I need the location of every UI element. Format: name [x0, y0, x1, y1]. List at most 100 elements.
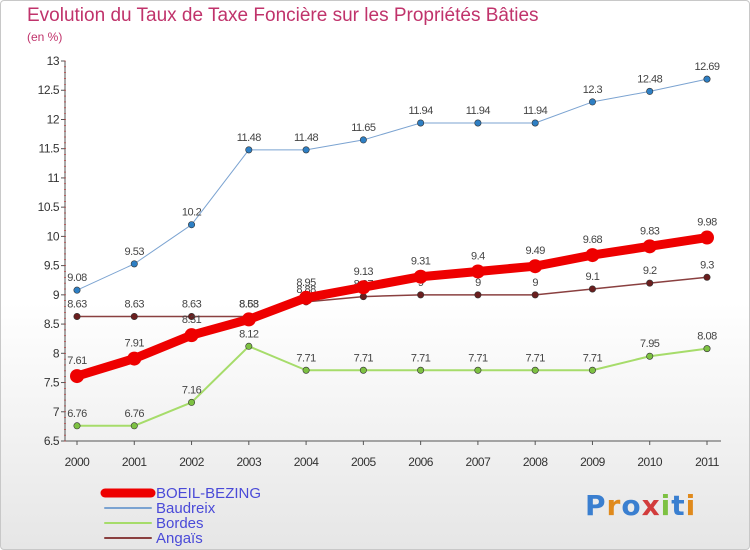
data-point-baudreix — [130, 260, 138, 268]
y-tick-label: 13 — [47, 54, 60, 68]
series-line-bordes — [76, 345, 708, 427]
x-tick-label: 2008 — [523, 455, 549, 469]
data-point-baudreix — [359, 136, 367, 144]
x-tick-label: 2010 — [637, 455, 663, 469]
legend-label-anga-s: Angaïs — [156, 530, 203, 547]
x-tick-label: 2000 — [65, 455, 91, 469]
series-line-boeil-bezing — [72, 233, 712, 381]
data-point-boeil-bezing — [299, 290, 314, 305]
data-point-anga-s — [417, 291, 425, 299]
data-label-baudreix: 11.48 — [294, 132, 319, 144]
data-label-bordes: 6.76 — [67, 408, 87, 420]
data-label-boeil-bezing: 9.83 — [640, 225, 660, 237]
data-label-boeil-bezing: 8.58 — [239, 298, 259, 310]
data-label-boeil-bezing: 7.91 — [125, 338, 145, 350]
data-point-boeil-bezing — [470, 264, 485, 279]
data-label-bordes: 7.71 — [354, 352, 374, 364]
data-point-baudreix — [245, 146, 253, 154]
data-label-bordes: 7.71 — [411, 352, 431, 364]
data-point-bordes — [188, 398, 196, 406]
data-point-baudreix — [417, 119, 425, 127]
proxiti-logo: Proxiti — [585, 489, 696, 522]
data-point-baudreix — [188, 221, 196, 229]
data-point-boeil-bezing — [642, 239, 657, 254]
data-point-anga-s — [474, 291, 482, 299]
data-label-boeil-bezing: 8.95 — [296, 277, 316, 289]
data-label-baudreix: 9.08 — [67, 272, 87, 284]
logo-letter: t — [671, 489, 686, 522]
data-point-bordes — [646, 352, 654, 360]
data-label-anga-s: 8.63 — [125, 298, 145, 310]
data-label-baudreix: 11.65 — [351, 122, 376, 134]
data-label-baudreix: 11.94 — [523, 105, 548, 117]
y-tick-label: 12.5 — [38, 83, 60, 97]
data-point-boeil-bezing — [184, 328, 199, 343]
data-label-baudreix: 12.69 — [694, 61, 719, 73]
data-label-anga-s: 8.63 — [182, 298, 202, 310]
x-tick-label: 2007 — [466, 455, 492, 469]
chart-subtitle: (en %) — [27, 30, 63, 44]
x-tick-label: 2003 — [236, 455, 262, 469]
data-label-anga-s: 9 — [532, 277, 538, 289]
data-point-bordes — [417, 366, 425, 374]
data-label-bordes: 6.76 — [125, 408, 145, 420]
data-point-anga-s — [646, 279, 654, 287]
data-point-boeil-bezing — [127, 351, 142, 366]
data-point-anga-s — [588, 285, 596, 293]
data-label-bordes: 8.12 — [239, 328, 259, 340]
logo-letter: x — [641, 489, 661, 522]
series-line-baudreix — [76, 78, 708, 291]
data-point-anga-s — [531, 291, 539, 299]
data-point-baudreix — [531, 119, 539, 127]
data-point-bordes — [73, 422, 81, 430]
logo-letter: P — [585, 489, 607, 522]
legend-label-bordes: Bordes — [156, 515, 204, 532]
data-label-boeil-bezing: 9.31 — [411, 256, 431, 268]
data-label-baudreix: 11.94 — [409, 105, 434, 117]
data-point-boeil-bezing — [528, 259, 543, 274]
data-point-bordes — [302, 366, 310, 374]
data-label-bordes: 7.16 — [182, 384, 202, 396]
data-point-baudreix — [302, 146, 310, 154]
x-tick-label: 2005 — [351, 455, 377, 469]
y-tick-label: 9.5 — [44, 259, 60, 273]
data-label-bordes: 8.08 — [697, 331, 717, 343]
x-tick-label: 2006 — [408, 455, 434, 469]
y-tick-label: 7 — [53, 405, 60, 419]
data-label-boeil-bezing: 9.13 — [354, 266, 374, 278]
y-tick-label: 11 — [48, 171, 60, 185]
data-point-baudreix — [73, 286, 81, 294]
data-label-anga-s: 9.3 — [700, 259, 714, 271]
data-point-bordes — [703, 345, 711, 353]
data-label-baudreix: 9.53 — [125, 246, 145, 258]
data-label-anga-s: 8.63 — [239, 298, 259, 310]
logo-letter: r — [606, 489, 622, 522]
y-tick-label: 9 — [53, 288, 60, 302]
data-point-boeil-bezing — [356, 280, 371, 295]
series-line-anga-s — [76, 276, 708, 318]
data-point-anga-s — [188, 312, 196, 320]
x-tick-label: 2011 — [695, 455, 720, 469]
data-point-baudreix — [646, 87, 654, 95]
y-tick-label: 8.5 — [44, 317, 60, 331]
y-tick-label: 8 — [53, 346, 60, 360]
x-tick-label: 2002 — [179, 455, 205, 469]
y-tick-label: 11.5 — [39, 142, 60, 156]
data-point-anga-s — [359, 293, 367, 301]
chart-title: Evolution du Taux de Taxe Foncière sur l… — [27, 5, 539, 26]
logo-letter: o — [621, 489, 642, 522]
data-point-bordes — [130, 422, 138, 430]
logo-letter: i — [660, 489, 672, 522]
data-label-bordes: 7.71 — [468, 352, 488, 364]
x-tick-label: 2009 — [580, 455, 606, 469]
data-label-boeil-bezing: 9.98 — [697, 217, 717, 229]
x-tick-label: 2001 — [122, 455, 148, 469]
data-point-boeil-bezing — [585, 248, 600, 263]
y-tick-label: 10 — [47, 229, 60, 243]
data-label-baudreix: 10.2 — [182, 207, 202, 219]
data-point-anga-s — [73, 312, 81, 320]
data-label-boeil-bezing: 9.4 — [471, 250, 485, 262]
data-label-boeil-bezing: 9.68 — [583, 234, 603, 246]
